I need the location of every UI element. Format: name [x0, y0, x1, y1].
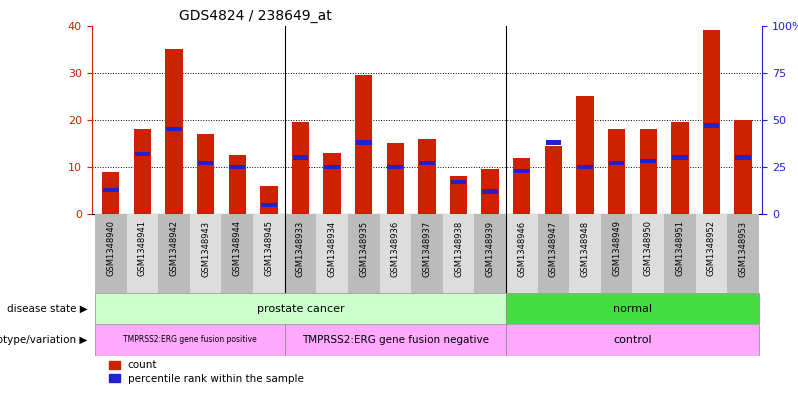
Text: prostate cancer: prostate cancer: [257, 303, 344, 314]
Bar: [355, 75, 373, 214]
Bar: [285, 324, 506, 356]
Bar: [727, 214, 759, 293]
Text: GSM1348943: GSM1348943: [201, 220, 210, 277]
Bar: [734, 120, 752, 214]
Text: GSM1348935: GSM1348935: [359, 220, 368, 277]
Bar: [696, 214, 727, 293]
Bar: [253, 214, 285, 293]
Text: GSM1348939: GSM1348939: [486, 220, 495, 277]
Text: TMPRSS2:ERG gene fusion negative: TMPRSS2:ERG gene fusion negative: [302, 335, 489, 345]
Text: GSM1348934: GSM1348934: [327, 220, 337, 277]
Bar: [671, 122, 689, 214]
Bar: [135, 152, 150, 156]
Bar: [411, 214, 443, 293]
Bar: [664, 214, 696, 293]
Bar: [380, 214, 411, 293]
Bar: [474, 214, 506, 293]
Bar: [95, 293, 506, 324]
Bar: [506, 324, 759, 356]
Bar: [577, 165, 593, 169]
Bar: [165, 49, 183, 214]
Bar: [639, 129, 657, 214]
Text: GSM1348941: GSM1348941: [138, 220, 147, 276]
Legend: count, percentile rank within the sample: count, percentile rank within the sample: [105, 356, 308, 388]
Text: GSM1348944: GSM1348944: [233, 220, 242, 276]
Bar: [633, 214, 664, 293]
Bar: [348, 214, 380, 293]
Text: GSM1348951: GSM1348951: [675, 220, 685, 276]
Bar: [324, 165, 340, 169]
Text: genotype/variation ▶: genotype/variation ▶: [0, 335, 88, 345]
Bar: [260, 186, 278, 214]
Text: GDS4824 / 238649_at: GDS4824 / 238649_at: [179, 9, 332, 23]
Text: GSM1348940: GSM1348940: [106, 220, 115, 276]
Bar: [316, 214, 348, 293]
Bar: [443, 214, 474, 293]
Text: GSM1348953: GSM1348953: [739, 220, 748, 277]
Bar: [102, 172, 120, 214]
Bar: [158, 214, 190, 293]
Text: GSM1348938: GSM1348938: [454, 220, 463, 277]
Text: GSM1348937: GSM1348937: [422, 220, 432, 277]
Text: disease state ▶: disease state ▶: [7, 303, 88, 314]
Text: normal: normal: [613, 303, 652, 314]
Text: GSM1348942: GSM1348942: [169, 220, 179, 276]
Bar: [285, 214, 316, 293]
Bar: [127, 214, 158, 293]
Bar: [103, 187, 119, 192]
Bar: [356, 140, 372, 145]
Bar: [293, 156, 308, 160]
Bar: [133, 129, 151, 214]
Bar: [601, 214, 633, 293]
Bar: [546, 140, 561, 145]
Bar: [609, 161, 625, 165]
Bar: [450, 176, 468, 214]
Text: GSM1348948: GSM1348948: [580, 220, 590, 277]
Bar: [735, 156, 751, 160]
Bar: [482, 189, 498, 194]
Bar: [506, 214, 538, 293]
Bar: [261, 203, 277, 207]
Bar: [229, 165, 245, 169]
Bar: [514, 169, 530, 173]
Bar: [292, 122, 309, 214]
Text: GSM1348945: GSM1348945: [264, 220, 274, 276]
Bar: [672, 156, 688, 160]
Text: GSM1348946: GSM1348946: [517, 220, 527, 277]
Bar: [95, 214, 127, 293]
Bar: [545, 146, 562, 214]
Text: TMPRSS2:ERG gene fusion positive: TMPRSS2:ERG gene fusion positive: [123, 336, 257, 344]
Text: control: control: [613, 335, 652, 345]
Bar: [569, 214, 601, 293]
Bar: [704, 123, 719, 128]
Bar: [506, 293, 759, 324]
Bar: [221, 214, 253, 293]
Bar: [703, 30, 720, 214]
Bar: [388, 165, 403, 169]
Bar: [451, 180, 466, 184]
Text: GSM1348949: GSM1348949: [612, 220, 621, 276]
Bar: [198, 161, 213, 165]
Bar: [608, 129, 626, 214]
Text: GSM1348936: GSM1348936: [391, 220, 400, 277]
Bar: [95, 324, 285, 356]
Bar: [418, 139, 436, 214]
Bar: [641, 159, 656, 163]
Bar: [190, 214, 221, 293]
Bar: [228, 155, 246, 214]
Text: GSM1348950: GSM1348950: [644, 220, 653, 276]
Text: GSM1348933: GSM1348933: [296, 220, 305, 277]
Bar: [419, 161, 435, 165]
Bar: [323, 153, 341, 214]
Bar: [166, 127, 182, 131]
Text: GSM1348947: GSM1348947: [549, 220, 558, 277]
Bar: [386, 143, 404, 214]
Bar: [538, 214, 569, 293]
Text: GSM1348952: GSM1348952: [707, 220, 716, 276]
Bar: [481, 169, 499, 214]
Bar: [513, 158, 531, 214]
Bar: [576, 96, 594, 214]
Bar: [197, 134, 215, 214]
